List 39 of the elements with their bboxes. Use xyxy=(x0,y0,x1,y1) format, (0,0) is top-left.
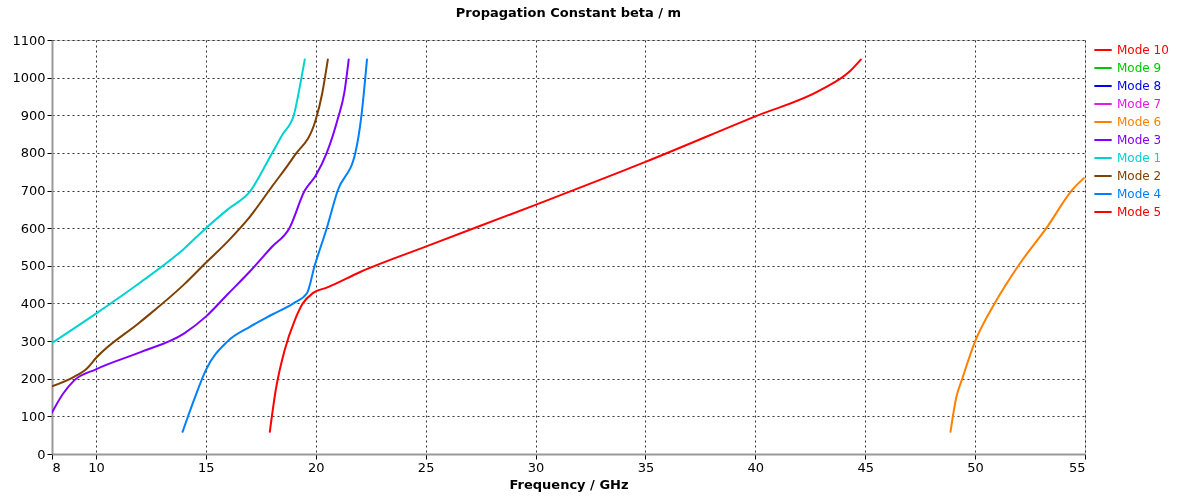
y-tick-label: 1000 xyxy=(12,70,46,86)
x-tick-label: 40 xyxy=(747,459,765,475)
x-tick-label: 45 xyxy=(857,459,874,475)
y-tick-label: 500 xyxy=(20,258,46,274)
line-series xyxy=(949,177,1085,433)
y-tick-label: 400 xyxy=(20,295,46,311)
x-tick-label: 55 xyxy=(1068,459,1086,475)
x-tick-label: 15 xyxy=(198,459,215,475)
legend-label: Mode 2 xyxy=(1117,169,1162,183)
y-tick-label: 900 xyxy=(20,107,46,123)
legend-label: Mode 5 xyxy=(1117,205,1162,219)
legend-label: Mode 7 xyxy=(1117,97,1162,111)
legend-label: Mode 10 xyxy=(1117,43,1169,57)
x-tick-label: 20 xyxy=(307,459,325,475)
line-series xyxy=(181,58,368,433)
y-tick-label: 0 xyxy=(37,446,46,462)
line-series xyxy=(268,58,862,433)
x-tick-label: 10 xyxy=(88,459,105,475)
legend-label: Mode 6 xyxy=(1117,115,1162,129)
x-tick-label: 50 xyxy=(967,459,984,475)
x-axis-title: Frequency / GHz xyxy=(509,476,629,492)
legend-label: Mode 9 xyxy=(1117,61,1162,75)
y-tick-label: 700 xyxy=(20,183,46,199)
line-series xyxy=(52,58,306,344)
legend-label: Mode 8 xyxy=(1117,79,1162,93)
y-tick-label: 100 xyxy=(20,408,46,424)
legend-label: Mode 1 xyxy=(1117,151,1162,165)
y-tick-label: 600 xyxy=(20,220,46,236)
x-tick-label: 25 xyxy=(417,459,435,475)
x-tick-label: 8 xyxy=(52,459,61,475)
y-tick-label: 200 xyxy=(20,371,46,387)
y-tick-label: 300 xyxy=(20,333,46,349)
y-tick-label: 800 xyxy=(20,145,46,161)
y-tick-label: 1100 xyxy=(12,32,46,48)
x-tick-label: 35 xyxy=(637,459,655,475)
chart-title: Propagation Constant beta / m xyxy=(455,5,682,20)
x-tick-label: 30 xyxy=(527,459,545,475)
legend-label: Mode 3 xyxy=(1117,133,1162,147)
legend-label: Mode 4 xyxy=(1117,187,1162,201)
